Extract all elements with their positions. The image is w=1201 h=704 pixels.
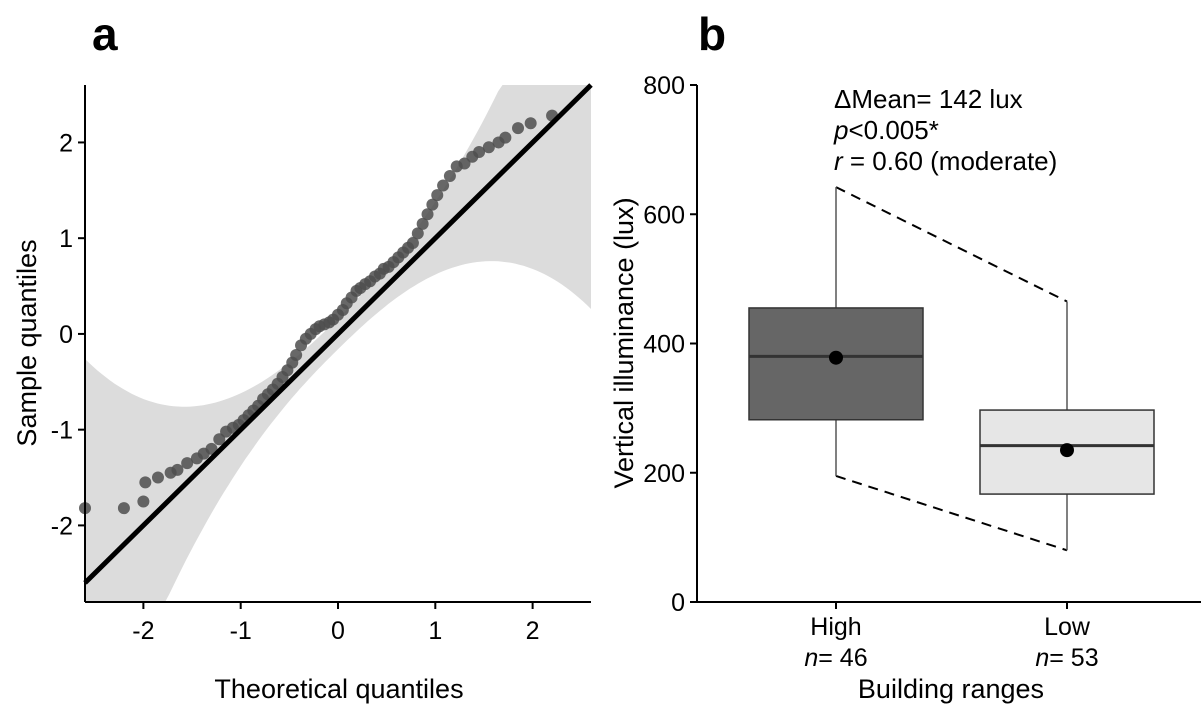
n-symbol: n	[804, 644, 818, 672]
qq-plot-panel: -2 -1 0 1 2 -2 -1 0 1 2 Theoretical quantiles Sa…	[12, 83, 593, 704]
x-ticks: -2 -1 0 1 2	[132, 602, 540, 645]
y-axis-title: Vertical illuminance (lux)	[609, 197, 639, 488]
qq-point	[117, 502, 130, 515]
y-ticks: 0 200 400 600 800	[643, 72, 697, 617]
y-tick-label: 800	[643, 72, 685, 100]
qq-point	[139, 476, 152, 489]
qq-point	[213, 433, 226, 446]
qq-point	[137, 495, 150, 508]
qq-point	[421, 208, 434, 221]
x-tick-label: 1	[428, 617, 442, 645]
qq-point	[426, 198, 439, 211]
qq-point	[473, 146, 486, 159]
x-ticks	[835, 602, 1068, 609]
x-tick-label: -2	[132, 617, 154, 645]
y-tick-label: 0	[671, 589, 685, 617]
y-tick-label: 600	[643, 201, 685, 229]
delta-mean-annotation: ΔMean= 142 lux	[834, 84, 1023, 114]
x-tick-label: 0	[331, 617, 345, 645]
y-tick-label: 0	[59, 321, 73, 349]
n-label-low: n= 53	[1035, 644, 1098, 672]
panel-letter-a: a	[92, 8, 118, 60]
qq-point	[458, 157, 471, 170]
max-connector	[835, 186, 1068, 303]
x-tick-label: -1	[230, 617, 252, 645]
x-axis-title: Theoretical quantiles	[214, 674, 463, 704]
qq-point	[512, 122, 525, 135]
p-value-annotation: p<0.005*	[833, 115, 939, 145]
reference-line	[83, 83, 593, 585]
panel-letter-b: b	[698, 8, 726, 60]
qq-point	[482, 141, 495, 154]
qq-point	[411, 227, 424, 240]
qq-point	[151, 471, 164, 484]
y-tick-label: 200	[643, 460, 685, 488]
qq-point	[443, 169, 456, 182]
category-label-low: Low	[1044, 613, 1091, 641]
qq-point	[499, 131, 512, 144]
qq-points	[79, 109, 559, 515]
qq-point	[437, 179, 450, 192]
p-value-text: <0.005*	[848, 115, 938, 145]
y-tick-label: 2	[59, 129, 73, 157]
qq-point	[431, 189, 444, 202]
box-plot-panel: 0 200 400 600 800 ΔMean= 142 lux p<0.005* r …	[609, 72, 1201, 704]
p-symbol: p	[833, 115, 848, 145]
n-value-low: = 53	[1049, 644, 1098, 672]
box-group	[748, 186, 1155, 552]
qq-point	[205, 442, 218, 455]
y-tick-label: 1	[59, 225, 73, 253]
qq-point	[524, 117, 537, 130]
qq-point	[290, 348, 303, 361]
effect-size-annotation: r = 0.60 (moderate)	[834, 146, 1057, 176]
x-tick-label: 2	[526, 617, 540, 645]
min-connector	[835, 475, 1068, 552]
mean-point-low	[1060, 443, 1074, 458]
qq-point	[171, 463, 184, 476]
category-label-high: High	[810, 613, 861, 641]
qq-point	[416, 217, 429, 230]
n-label-high: n= 46	[804, 644, 867, 672]
x-axis-title: Building ranges	[858, 674, 1044, 704]
y-axis-title: Sample quantiles	[12, 239, 42, 446]
r-symbol: r	[834, 146, 844, 176]
y-tick-label: 400	[643, 331, 685, 359]
mean-point-high	[829, 350, 843, 365]
qq-point	[181, 457, 194, 470]
effect-size-text: = 0.60 (moderate)	[843, 146, 1058, 176]
n-value-high: = 46	[818, 644, 867, 672]
confidence-band	[85, 85, 591, 602]
y-tick-label: -2	[51, 512, 73, 540]
qq-point	[406, 236, 419, 249]
y-tick-label: -1	[51, 417, 73, 445]
y-ticks: -2 -1 0 1 2	[51, 129, 85, 540]
n-symbol: n	[1035, 644, 1049, 672]
